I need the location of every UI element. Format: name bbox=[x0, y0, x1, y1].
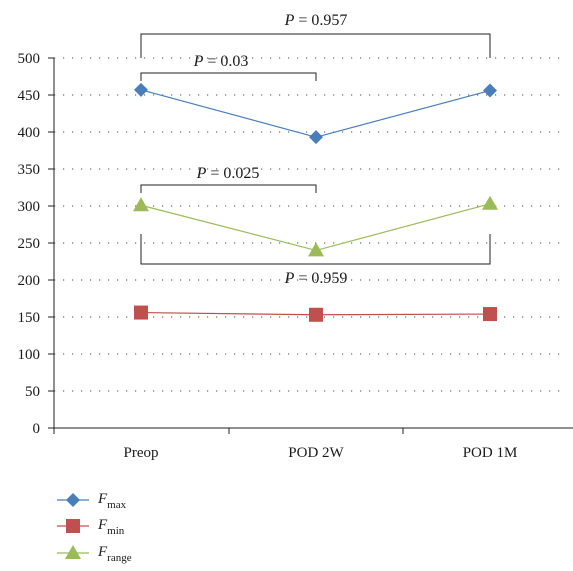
legend-label-min: Fmin bbox=[97, 517, 125, 537]
x-tick-label: Preop bbox=[124, 445, 159, 461]
y-tick-label: 50 bbox=[25, 384, 40, 400]
p-value-label: P = 0.957 bbox=[284, 12, 348, 29]
data-point-range bbox=[482, 195, 498, 210]
significance-bracket bbox=[140, 72, 317, 81]
series-line-max bbox=[140, 89, 491, 138]
p-value-label: P = 0.03 bbox=[193, 53, 249, 70]
y-tick-label: 250 bbox=[18, 236, 41, 252]
data-point-range bbox=[133, 197, 149, 212]
significance-bracket bbox=[140, 234, 491, 265]
data-point-min bbox=[309, 307, 323, 322]
legend-label-max: Fmax bbox=[97, 491, 127, 511]
significance-bracket bbox=[140, 33, 491, 58]
legend-marker-range bbox=[65, 545, 81, 559]
data-point-range bbox=[308, 242, 324, 257]
y-tick-label: 300 bbox=[18, 199, 41, 215]
data-point-max bbox=[483, 83, 497, 98]
p-value-label: P = 0.025 bbox=[196, 165, 260, 182]
y-tick-label: 350 bbox=[18, 162, 41, 178]
data-point-max bbox=[309, 130, 323, 145]
y-tick-label: 200 bbox=[18, 273, 41, 289]
legend-label-range: Frange bbox=[97, 544, 132, 564]
p-value-label: P = 0.959 bbox=[284, 270, 348, 287]
data-point-min bbox=[134, 305, 148, 320]
x-tick-label: POD 2W bbox=[288, 445, 344, 461]
data-point-max bbox=[134, 82, 148, 97]
data-point-min bbox=[483, 307, 497, 322]
x-tick-label: POD 1M bbox=[463, 445, 518, 461]
significance-bracket bbox=[140, 184, 317, 193]
legend-marker-max bbox=[66, 493, 80, 507]
y-tick-label: 150 bbox=[18, 310, 41, 326]
y-tick-label: 400 bbox=[18, 125, 41, 141]
y-tick-label: 0 bbox=[33, 421, 41, 437]
y-tick-label: 450 bbox=[18, 88, 41, 104]
y-tick-label: 100 bbox=[18, 347, 41, 363]
y-tick-label: 500 bbox=[18, 51, 41, 67]
legend-marker-min bbox=[66, 519, 80, 533]
